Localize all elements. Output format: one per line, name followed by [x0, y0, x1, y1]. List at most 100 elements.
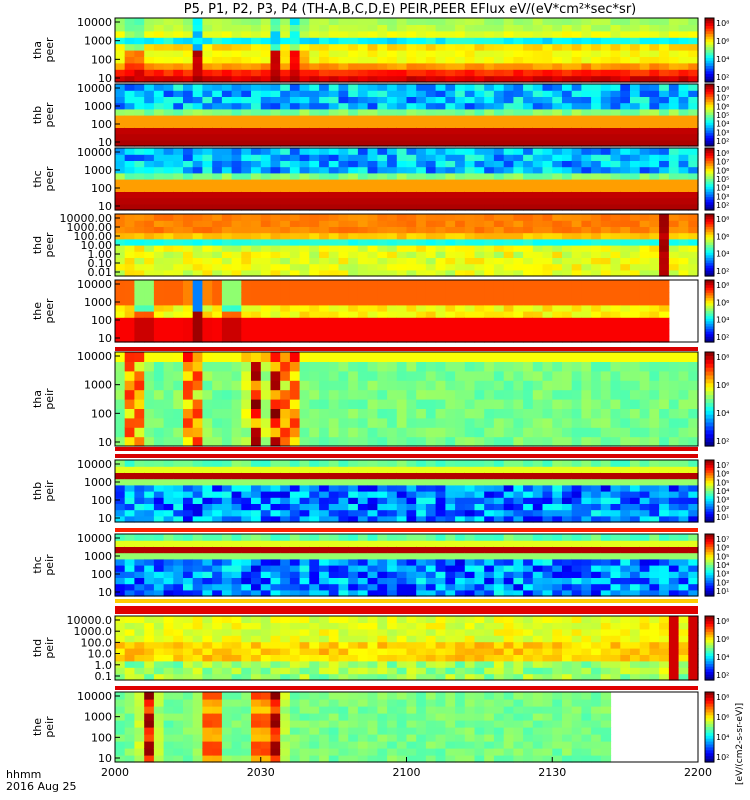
heatmap-cell	[600, 335, 612, 343]
heatmap-cell	[620, 24, 631, 32]
heatmap-cell	[532, 257, 544, 265]
heatmap-cell	[192, 460, 203, 467]
heatmap-cell	[153, 509, 165, 517]
heatmap-cell	[562, 251, 573, 258]
heatmap-cell	[523, 148, 534, 155]
heatmap-cell	[270, 540, 281, 547]
heatmap-cell	[144, 323, 155, 331]
heatmap-cell	[649, 220, 660, 227]
heatmap-cell	[678, 226, 689, 234]
heatmap-cell	[493, 515, 505, 523]
colorbar-label: 10⁸	[716, 215, 729, 224]
heatmap-cell	[153, 380, 165, 391]
heatmap-cell	[328, 472, 340, 480]
heatmap-cell	[649, 50, 660, 57]
heatmap-cell	[221, 509, 233, 517]
heatmap-cell	[241, 197, 252, 205]
heatmap-cell	[513, 121, 524, 128]
heatmap-cell	[231, 75, 242, 83]
heatmap-cell	[144, 335, 155, 343]
heatmap-cell	[610, 317, 621, 324]
heatmap-cell	[474, 90, 485, 97]
heatmap-cell	[678, 154, 689, 161]
heatmap-cell	[678, 232, 689, 240]
heatmap-cell	[377, 408, 388, 419]
heatmap-cell	[435, 491, 446, 498]
heatmap-cell	[338, 179, 349, 186]
heatmap-cell	[591, 56, 602, 64]
heatmap-cell	[581, 552, 592, 560]
heatmap-cell	[270, 18, 281, 25]
heatmap-cell	[493, 565, 505, 572]
heatmap-cell	[562, 583, 573, 591]
heatmap-cell	[387, 121, 398, 128]
heatmap-cell	[241, 497, 252, 504]
heatmap-cell	[425, 30, 437, 38]
heatmap-cell	[630, 179, 641, 186]
heatmap-cell	[270, 503, 281, 511]
heatmap-cell	[280, 203, 291, 211]
heatmap-cell	[425, 589, 437, 597]
heatmap-cell	[474, 329, 485, 337]
heatmap-cell	[202, 62, 213, 70]
heatmap-cell	[192, 323, 203, 331]
heatmap-cell	[464, 577, 476, 585]
heatmap-cell	[396, 311, 408, 318]
heatmap-cell	[532, 226, 544, 234]
heatmap-cell	[600, 24, 612, 32]
heatmap-cell	[600, 166, 612, 174]
heatmap-cell	[212, 389, 223, 400]
heatmap-cell	[688, 269, 699, 277]
heatmap-cell	[357, 565, 369, 572]
heatmap-cell	[202, 478, 213, 486]
heatmap-cell	[183, 408, 194, 419]
heatmap-cell	[610, 280, 621, 287]
heatmap-cell	[299, 30, 310, 38]
heatmap-cell	[639, 133, 650, 141]
heatmap-cell	[212, 18, 223, 25]
heatmap-cell	[445, 24, 456, 32]
heatmap-cell	[202, 214, 213, 221]
heatmap-cell	[620, 460, 631, 467]
heatmap-cell	[202, 509, 213, 517]
heatmap-cell	[299, 18, 310, 25]
colorbar-label: 10¹	[716, 513, 729, 522]
heatmap-cell	[562, 179, 573, 186]
heatmap-cell	[357, 491, 369, 498]
heatmap-cell	[357, 191, 369, 199]
heatmap-cell	[153, 251, 165, 258]
heatmap-cell	[688, 515, 699, 523]
heatmap-cell	[280, 565, 291, 572]
heatmap-cell	[348, 251, 359, 258]
colorbar-label: 10⁴	[716, 120, 729, 129]
colorbar-step	[705, 135, 714, 139]
heatmap-cell	[221, 565, 233, 572]
heatmap-cell	[241, 30, 252, 38]
heatmap-cell	[571, 257, 582, 265]
heatmap-cell	[115, 389, 126, 400]
heatmap-cell	[163, 69, 174, 77]
heatmap-cell	[289, 503, 301, 511]
heatmap-cell	[348, 96, 359, 104]
heatmap-cell	[221, 292, 233, 300]
heatmap-cell	[309, 127, 320, 135]
heatmap-cell	[425, 304, 437, 312]
heatmap-cell	[260, 154, 272, 161]
heatmap-cell	[581, 558, 592, 566]
heatmap-cell	[115, 133, 126, 141]
heatmap-cell	[571, 84, 582, 91]
heatmap-cell	[387, 515, 398, 523]
heatmap-cell	[328, 427, 340, 438]
heatmap-cell	[503, 317, 514, 324]
heatmap-cell	[668, 127, 680, 135]
heatmap-cell	[435, 436, 446, 447]
heatmap-cell	[416, 335, 427, 343]
heatmap-cell	[299, 69, 310, 77]
heatmap-cell	[542, 286, 553, 293]
heatmap-cell	[309, 108, 320, 116]
heatmap-cell	[260, 148, 272, 155]
heatmap-cell	[523, 571, 534, 578]
heatmap-cell	[289, 179, 301, 186]
heatmap-cell	[241, 69, 252, 77]
heatmap-cell	[630, 460, 641, 467]
